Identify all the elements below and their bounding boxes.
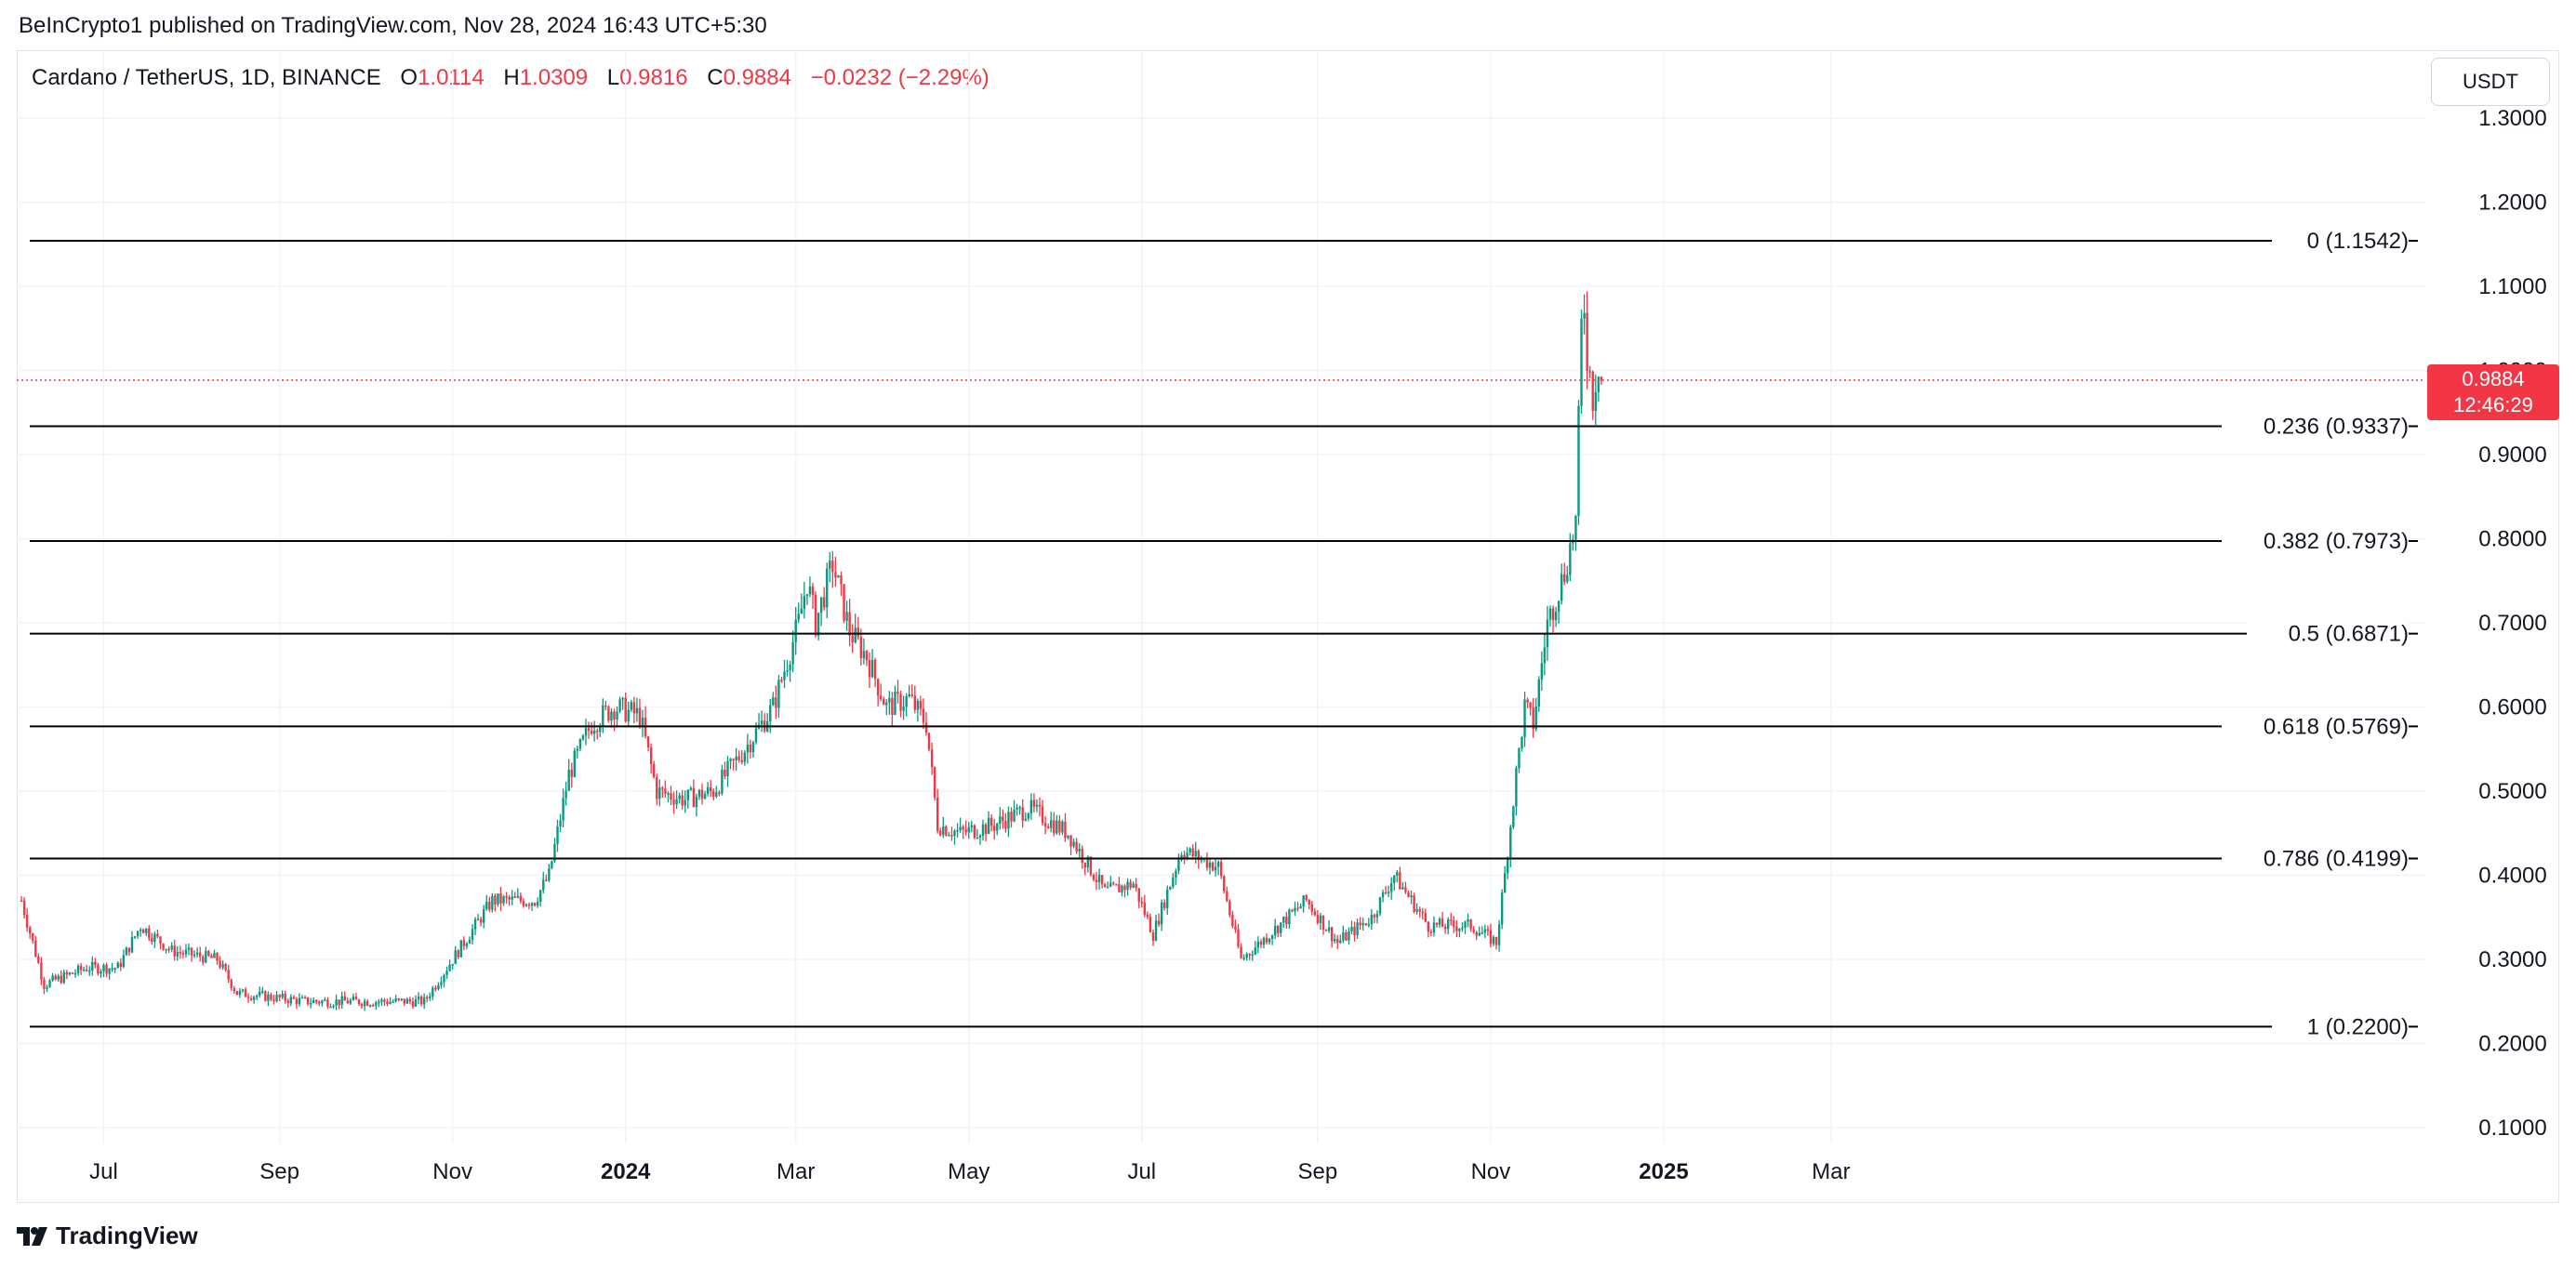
chart-frame[interactable] [17,50,2559,1203]
bar-countdown: 12:46:29 [2453,393,2533,416]
currency-button[interactable]: USDT [2431,58,2550,106]
close-value: 0.9884 [723,65,791,90]
low-label: L [606,65,620,90]
open-value: 1.0114 [418,65,485,90]
open-label: O [400,65,418,90]
tradingview-logo-text: TradingView [56,1222,198,1249]
last-price-tag: 0.9884 12:46:29 [2427,364,2559,420]
symbol-label[interactable]: Cardano / TetherUS, 1D, BINANCE [32,65,381,90]
high-label: H [503,65,520,90]
low-value: 0.9816 [619,65,688,90]
change-value: −0.0232 (−2.29%) [810,65,989,90]
close-label: C [707,65,724,90]
publisher-line: BeInCrypto1 published on TradingView.com… [19,13,767,38]
tradingview-logo[interactable]: TradingView [17,1222,198,1250]
tradingview-logo-icon [17,1226,47,1246]
chart-legend: Cardano / TetherUS, 1D, BINANCE O1.0114 … [32,65,989,91]
high-value: 1.0309 [519,65,589,90]
last-price-value: 0.9884 [2462,367,2525,390]
